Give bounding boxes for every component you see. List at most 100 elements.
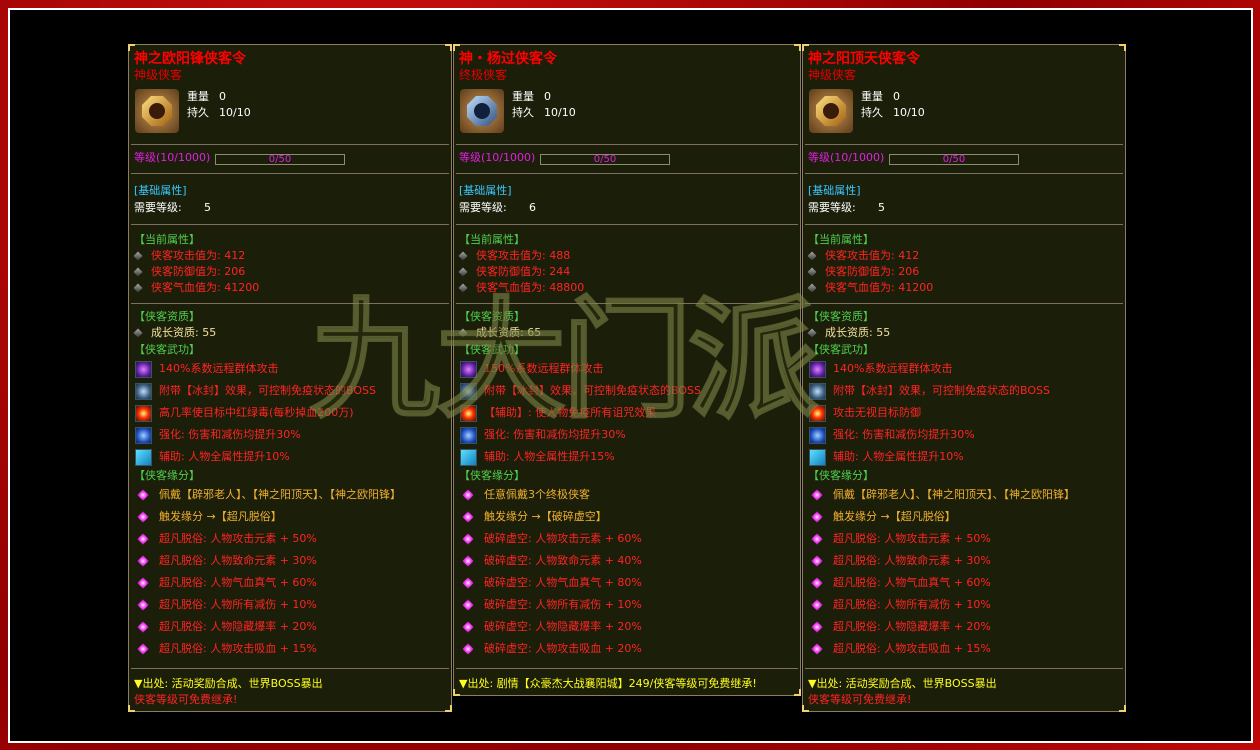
- divider: [805, 224, 1123, 225]
- pink-diamond-bullet-icon: [811, 555, 823, 567]
- gold-octagon-token-icon: [135, 89, 179, 133]
- current-attributes-header: 【当前属性】: [808, 233, 874, 246]
- pink-diamond-bullet-icon: [811, 533, 823, 545]
- divider: [131, 668, 449, 669]
- divider: [805, 303, 1123, 304]
- base-attributes-header: [基础属性]: [134, 184, 187, 197]
- fate-bonus-row: 破碎虚空: 人物所有减伤 + 10%: [484, 598, 642, 611]
- item-title: 神・杨过侠客令: [459, 51, 557, 67]
- gem-bullet-icon: [133, 328, 143, 338]
- purple-vortex-icon: [809, 361, 826, 378]
- pink-diamond-bullet-icon: [137, 577, 149, 589]
- fate-bonus-row: 破碎虚空: 人物攻击吸血 + 20%: [484, 642, 642, 655]
- skills-header: 【侠客武功】: [134, 343, 200, 356]
- fate-bonus-row: 破碎虚空: 人物气血真气 + 80%: [484, 576, 642, 589]
- item-rarity: 神级侠客: [808, 68, 857, 82]
- red-burst-icon: [135, 405, 152, 422]
- fate-bonus-row: 超凡脱俗: 人物攻击元素 + 50%: [833, 532, 991, 545]
- item-tooltip-card: 神・杨过侠客令 终极侠客 重量 0 持久 10/10 等级(10/1000) 0/50 [基础属…: [453, 44, 801, 696]
- fate-header: 【侠客缘分】: [459, 469, 525, 482]
- skill-row: 强化: 伤害和减伤均提升30%: [833, 428, 975, 441]
- gold-octagon-token-icon: [809, 89, 853, 133]
- gem-bullet-icon: [458, 328, 468, 338]
- item-source: ▼出处: 活动奖励合成、世界BOSS暴出: [808, 677, 997, 690]
- skill-row: 140%系数远程群体攻击: [833, 362, 953, 375]
- gem-bullet-icon: [458, 251, 468, 261]
- weight-label: 重量: [512, 90, 534, 103]
- required-level-value: 5: [878, 201, 885, 214]
- gem-bullet-icon: [807, 328, 817, 338]
- skill-row: 附带【冰封】效果，可控制免疫状态的BOSS: [159, 384, 376, 397]
- blue-octagon-token-icon: [460, 89, 504, 133]
- inherit-note: 侠客等级可免费继承!: [134, 693, 238, 706]
- pink-diamond-bullet-icon: [137, 643, 149, 655]
- fate-trigger: 触发缘分 →【破碎虚空】: [484, 510, 607, 523]
- current-attributes-header: 【当前属性】: [134, 233, 200, 246]
- divider: [131, 173, 449, 174]
- item-rarity: 终极侠客: [459, 68, 508, 82]
- durability-value: 10/10: [544, 106, 576, 119]
- durability-value: 10/10: [893, 106, 925, 119]
- growth-quality: 成长资质: 55: [151, 326, 217, 339]
- pink-diamond-bullet-icon: [137, 511, 149, 523]
- divider: [456, 303, 798, 304]
- gem-bullet-icon: [807, 283, 817, 293]
- fate-bonus-row: 超凡脱俗: 人物攻击元素 + 50%: [159, 532, 317, 545]
- weight-value: 0: [219, 90, 226, 103]
- divider: [805, 668, 1123, 669]
- divider: [805, 173, 1123, 174]
- skill-row: 强化: 伤害和减伤均提升30%: [484, 428, 626, 441]
- attribute-row: 侠客防御值为: 244: [476, 265, 571, 278]
- skill-row: 辅助: 人物全属性提升10%: [833, 450, 964, 463]
- pink-diamond-bullet-icon: [462, 577, 474, 589]
- fate-bonus-row: 破碎虚空: 人物攻击元素 + 60%: [484, 532, 642, 545]
- gem-bullet-icon: [133, 267, 143, 277]
- gem-bullet-icon: [458, 267, 468, 277]
- item-title: 神之阳顶天侠客令: [808, 51, 920, 67]
- pink-diamond-bullet-icon: [811, 599, 823, 611]
- cyan-figure-icon: [135, 449, 152, 466]
- durability-label: 持久: [512, 106, 534, 119]
- divider: [131, 303, 449, 304]
- attribute-row: 侠客攻击值为: 412: [151, 249, 246, 262]
- fate-bonus-row: 超凡脱俗: 人物致命元素 + 30%: [833, 554, 991, 567]
- level-progress-bar: 0/50: [540, 154, 670, 165]
- pink-diamond-bullet-icon: [811, 489, 823, 501]
- weight-label: 重量: [861, 90, 883, 103]
- quality-header: 【侠客资质】: [459, 310, 525, 323]
- fate-bonus-row: 超凡脱俗: 人物攻击吸血 + 15%: [159, 642, 317, 655]
- item-tooltip-card: 神之阳顶天侠客令 神级侠客 重量 0 持久 10/10 等级(10/1000) 0/50 [基础…: [802, 44, 1126, 712]
- fate-bonus-row: 超凡脱俗: 人物所有减伤 + 10%: [159, 598, 317, 611]
- cyan-figure-icon: [460, 449, 477, 466]
- pink-diamond-bullet-icon: [811, 643, 823, 655]
- required-level-label: 需要等级:: [134, 201, 182, 214]
- required-level-label: 需要等级:: [808, 201, 856, 214]
- divider: [456, 173, 798, 174]
- pink-diamond-bullet-icon: [811, 511, 823, 523]
- base-attributes-header: [基础属性]: [459, 184, 512, 197]
- inherit-note: 侠客等级可免费继承!: [808, 693, 912, 706]
- pink-diamond-bullet-icon: [137, 489, 149, 501]
- skill-row: 附带【冰封】效果，可控制免疫状态的BOSS: [833, 384, 1050, 397]
- fate-bonus-row: 超凡脱俗: 人物攻击吸血 + 15%: [833, 642, 991, 655]
- fate-requirement: 佩戴【辟邪老人】、【神之阳顶天】、【神之欧阳锋】: [833, 488, 1075, 501]
- cyan-figure-icon: [809, 449, 826, 466]
- quality-header: 【侠客资质】: [808, 310, 874, 323]
- quality-header: 【侠客资质】: [134, 310, 200, 323]
- fate-trigger: 触发缘分 →【超凡脱俗】: [833, 510, 956, 523]
- attribute-row: 侠客气血值为: 48800: [476, 281, 585, 294]
- item-title: 神之欧阳锋侠客令: [134, 51, 246, 67]
- growth-quality: 成长资质: 65: [476, 326, 542, 339]
- pink-diamond-bullet-icon: [462, 599, 474, 611]
- fate-trigger: 触发缘分 →【超凡脱俗】: [159, 510, 282, 523]
- skill-row: 辅助: 人物全属性提升15%: [484, 450, 615, 463]
- attribute-row: 侠客防御值为: 206: [151, 265, 246, 278]
- fate-bonus-row: 超凡脱俗: 人物气血真气 + 60%: [833, 576, 991, 589]
- skill-row: 辅助: 人物全属性提升10%: [159, 450, 290, 463]
- item-source: ▼出处: 剧情【众豪杰大战襄阳城】249/侠客等级可免费继承!: [459, 677, 757, 690]
- level-label: 等级(10/1000): [808, 151, 885, 164]
- level-label: 等级(10/1000): [134, 151, 211, 164]
- ice-swirl-icon: [809, 383, 826, 400]
- level-progress-bar: 0/50: [215, 154, 345, 165]
- fate-bonus-row: 超凡脱俗: 人物气血真气 + 60%: [159, 576, 317, 589]
